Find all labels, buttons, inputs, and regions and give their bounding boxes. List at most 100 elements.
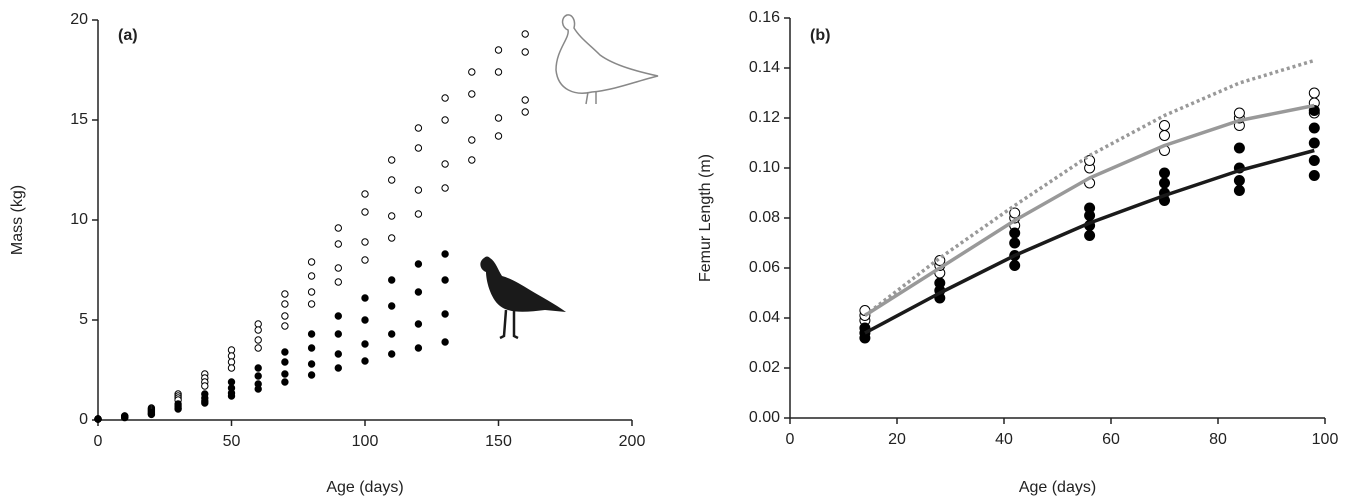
- open-point: [361, 238, 369, 246]
- open-point: [468, 136, 476, 144]
- filled-point: [414, 344, 423, 352]
- filled-point: [1009, 227, 1021, 239]
- open-point: [281, 300, 289, 308]
- open-point: [361, 256, 369, 264]
- open-point: [254, 344, 262, 352]
- open-point: [1308, 87, 1320, 99]
- open-point: [334, 240, 342, 248]
- filled-point: [227, 378, 236, 386]
- open-point: [1009, 207, 1021, 219]
- filled-point: [441, 338, 449, 346]
- filled-point: [1308, 170, 1320, 181]
- panel-label: (a): [118, 27, 138, 44]
- filled-point: [414, 320, 423, 328]
- y-tick-label: 0.04: [749, 309, 780, 326]
- y-tick-label: 0.06: [749, 259, 780, 276]
- filled-point: [281, 370, 289, 378]
- open-point: [521, 30, 529, 38]
- filled-point: [388, 330, 396, 338]
- y-tick-label: 0.02: [749, 359, 780, 376]
- open-point: [254, 336, 262, 344]
- filled-point: [441, 310, 449, 318]
- x-tick-label: 0: [786, 431, 795, 448]
- open-point: [414, 210, 423, 218]
- open-point: [521, 108, 529, 116]
- open-point: [441, 116, 449, 124]
- y-axis-title: Mass (kg): [9, 185, 26, 255]
- open-point: [468, 90, 476, 98]
- open-point: [1159, 130, 1170, 141]
- filled-point: [1009, 237, 1021, 249]
- filled-point: [281, 348, 289, 356]
- filled-point: [334, 330, 342, 338]
- open-point: [388, 212, 396, 220]
- filled-point: [1159, 177, 1170, 189]
- open-point: [414, 124, 423, 132]
- open-point: [388, 156, 396, 164]
- open-point: [227, 364, 236, 372]
- y-tick-label: 0.10: [749, 159, 780, 176]
- y-tick-label: 0.00: [749, 409, 780, 426]
- open-point: [281, 290, 289, 298]
- filled-point: [1009, 260, 1021, 271]
- filled-point: [414, 260, 423, 268]
- open-point: [227, 352, 236, 360]
- filled-point: [281, 378, 289, 386]
- filled-point: [1308, 137, 1320, 149]
- filled-point: [307, 330, 316, 338]
- y-tick-label: 20: [70, 11, 88, 28]
- filled-point: [1308, 155, 1320, 166]
- filled-point: [307, 371, 316, 379]
- y-tick-label: 0.14: [749, 59, 780, 76]
- x-tick-label: 40: [995, 431, 1013, 448]
- open-point: [441, 160, 449, 168]
- filled-point: [254, 372, 262, 380]
- fit-line: [864, 148, 1315, 335]
- filled-point: [254, 385, 262, 393]
- open-point: [307, 288, 316, 296]
- open-point: [494, 114, 503, 122]
- open-point: [361, 190, 369, 198]
- filled-point: [414, 288, 423, 296]
- y-axis-title: Femur Length (m): [697, 154, 714, 282]
- open-point: [414, 144, 423, 152]
- open-point: [307, 258, 316, 266]
- filled-point: [934, 277, 946, 289]
- open-point: [361, 208, 369, 216]
- filled-point: [307, 360, 316, 368]
- x-tick-label: 20: [888, 431, 906, 448]
- filled-point: [361, 340, 369, 348]
- open-point: [414, 186, 423, 194]
- filled-point: [1233, 185, 1245, 196]
- filled-point: [361, 357, 369, 365]
- x-tick-label: 60: [1102, 431, 1120, 448]
- open-point: [494, 132, 503, 140]
- filled-point: [254, 364, 262, 372]
- filled-point: [388, 350, 396, 358]
- filled-point: [121, 413, 129, 422]
- y-tick-label: 15: [70, 111, 88, 128]
- open-point: [1159, 120, 1170, 131]
- filled-point: [334, 350, 342, 358]
- open-point: [227, 346, 236, 354]
- x-tick-label: 80: [1209, 431, 1227, 448]
- open-point: [281, 322, 289, 330]
- x-tick-label: 200: [619, 433, 646, 450]
- panel-label: (b): [810, 27, 830, 44]
- open-point: [334, 264, 342, 272]
- open-point: [334, 224, 342, 232]
- open-point: [388, 176, 396, 184]
- open-point: [521, 96, 529, 104]
- filled-point: [388, 302, 396, 310]
- filled-point: [334, 364, 342, 372]
- filled-point: [227, 392, 236, 400]
- y-tick-label: 0.08: [749, 209, 780, 226]
- open-point: [281, 312, 289, 320]
- filled-point: [307, 344, 316, 352]
- open-point: [1233, 107, 1245, 119]
- open-point: [468, 68, 476, 76]
- filled-point: [1084, 202, 1096, 214]
- filled-point: [174, 405, 182, 413]
- fit-line: [863, 103, 1315, 317]
